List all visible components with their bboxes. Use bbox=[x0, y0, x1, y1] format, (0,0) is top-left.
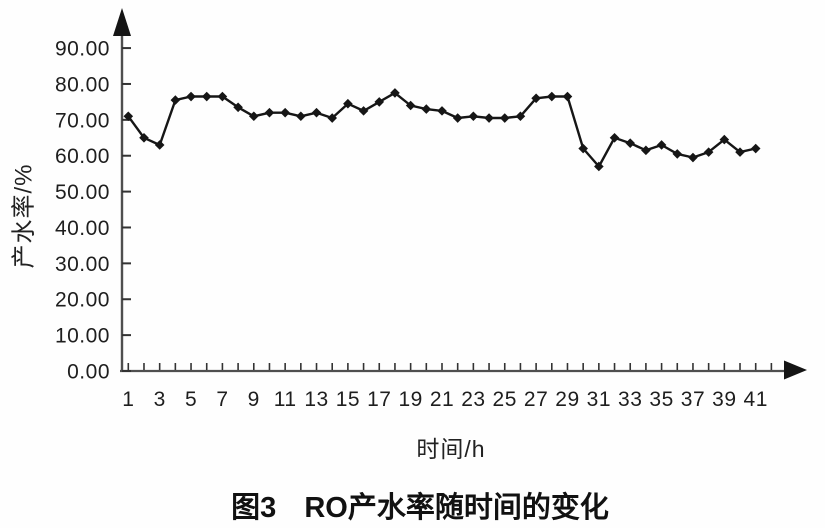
data-point bbox=[499, 113, 510, 123]
data-point bbox=[296, 111, 306, 122]
x-tick-label: 1 bbox=[122, 388, 134, 411]
x-tick-label: 21 bbox=[430, 388, 454, 411]
data-point bbox=[452, 113, 463, 123]
y-tick-label: 50.00 bbox=[55, 181, 110, 204]
data-point bbox=[405, 100, 416, 111]
data-point bbox=[264, 107, 275, 118]
data-point bbox=[735, 147, 745, 157]
y-tick-label: 10.00 bbox=[55, 325, 110, 348]
figure-caption: 图3 RO产水率随时间的变化 bbox=[231, 484, 609, 526]
data-point bbox=[656, 140, 667, 150]
x-tick-label: 35 bbox=[649, 388, 673, 411]
data-point bbox=[703, 147, 714, 157]
x-tick-label: 17 bbox=[367, 388, 391, 411]
data-point bbox=[609, 132, 620, 143]
data-point bbox=[546, 91, 557, 102]
data-point bbox=[515, 111, 526, 122]
y-tick-label: 90.00 bbox=[55, 38, 110, 61]
figure-caption-label: 图3 bbox=[231, 492, 277, 524]
data-point bbox=[594, 161, 604, 172]
data-point bbox=[374, 97, 385, 107]
x-tick-label: 25 bbox=[493, 388, 517, 411]
data-point bbox=[123, 111, 134, 122]
x-tick-label: 39 bbox=[712, 388, 736, 411]
data-point bbox=[280, 107, 290, 118]
x-tick-label: 37 bbox=[681, 388, 705, 411]
data-point bbox=[484, 113, 494, 123]
x-tick-label: 9 bbox=[248, 388, 260, 411]
y-tick-label: 30.00 bbox=[55, 253, 110, 276]
y-tick-label: 60.00 bbox=[55, 145, 110, 168]
data-point bbox=[531, 93, 541, 104]
x-tick-label: 23 bbox=[461, 388, 485, 411]
x-axis-title: 时间/h bbox=[416, 436, 486, 462]
data-point bbox=[578, 143, 588, 154]
x-tick-label: 27 bbox=[524, 388, 548, 411]
data-point bbox=[625, 138, 636, 148]
figure-caption-text: RO产水率随时间的变化 bbox=[304, 492, 609, 524]
data-point bbox=[154, 140, 165, 150]
data-point bbox=[217, 91, 228, 102]
data-point bbox=[233, 102, 243, 113]
x-tick-label: 33 bbox=[618, 388, 642, 411]
x-tick-label: 3 bbox=[154, 388, 166, 411]
data-point bbox=[390, 88, 400, 98]
data-point bbox=[139, 132, 149, 143]
y-axis-arrow bbox=[113, 8, 131, 36]
data-point bbox=[688, 152, 698, 163]
y-axis-title: 产水率/% bbox=[10, 163, 38, 269]
data-point bbox=[186, 91, 196, 102]
x-axis-arrow bbox=[784, 360, 807, 380]
data-point bbox=[421, 104, 432, 114]
data-point bbox=[641, 145, 651, 156]
data-point bbox=[672, 149, 683, 159]
y-tick-label: 0.00 bbox=[67, 361, 110, 384]
x-tick-label: 19 bbox=[398, 388, 422, 411]
data-point bbox=[358, 106, 369, 116]
x-tick-label: 7 bbox=[216, 388, 228, 411]
data-point bbox=[327, 113, 338, 123]
x-tick-label: 15 bbox=[336, 388, 360, 411]
data-point bbox=[562, 91, 573, 102]
data-point bbox=[343, 98, 353, 109]
y-tick-label: 40.00 bbox=[55, 217, 110, 240]
x-tick-label: 31 bbox=[587, 388, 611, 411]
x-tick-label: 11 bbox=[274, 388, 297, 411]
x-tick-label: 29 bbox=[555, 388, 579, 411]
x-tick-label: 13 bbox=[304, 388, 328, 411]
y-tick-label: 20.00 bbox=[55, 289, 110, 312]
y-tick-label: 70.00 bbox=[55, 109, 110, 132]
data-point bbox=[201, 91, 212, 102]
data-point bbox=[248, 111, 259, 122]
x-tick-label: 5 bbox=[185, 388, 197, 411]
x-tick-label: 41 bbox=[744, 388, 768, 411]
line-chart: 0.00 10.00 20.00 30.00 40.00 50.00 60.00 70.00 8… bbox=[55, 8, 807, 411]
y-tick-label: 80.00 bbox=[55, 73, 110, 96]
data-point bbox=[170, 95, 181, 105]
data-point bbox=[750, 143, 761, 154]
data-point bbox=[719, 134, 730, 145]
data-line bbox=[127, 91, 756, 168]
data-point bbox=[437, 106, 447, 116]
data-point bbox=[311, 107, 322, 118]
data-point bbox=[468, 111, 479, 122]
